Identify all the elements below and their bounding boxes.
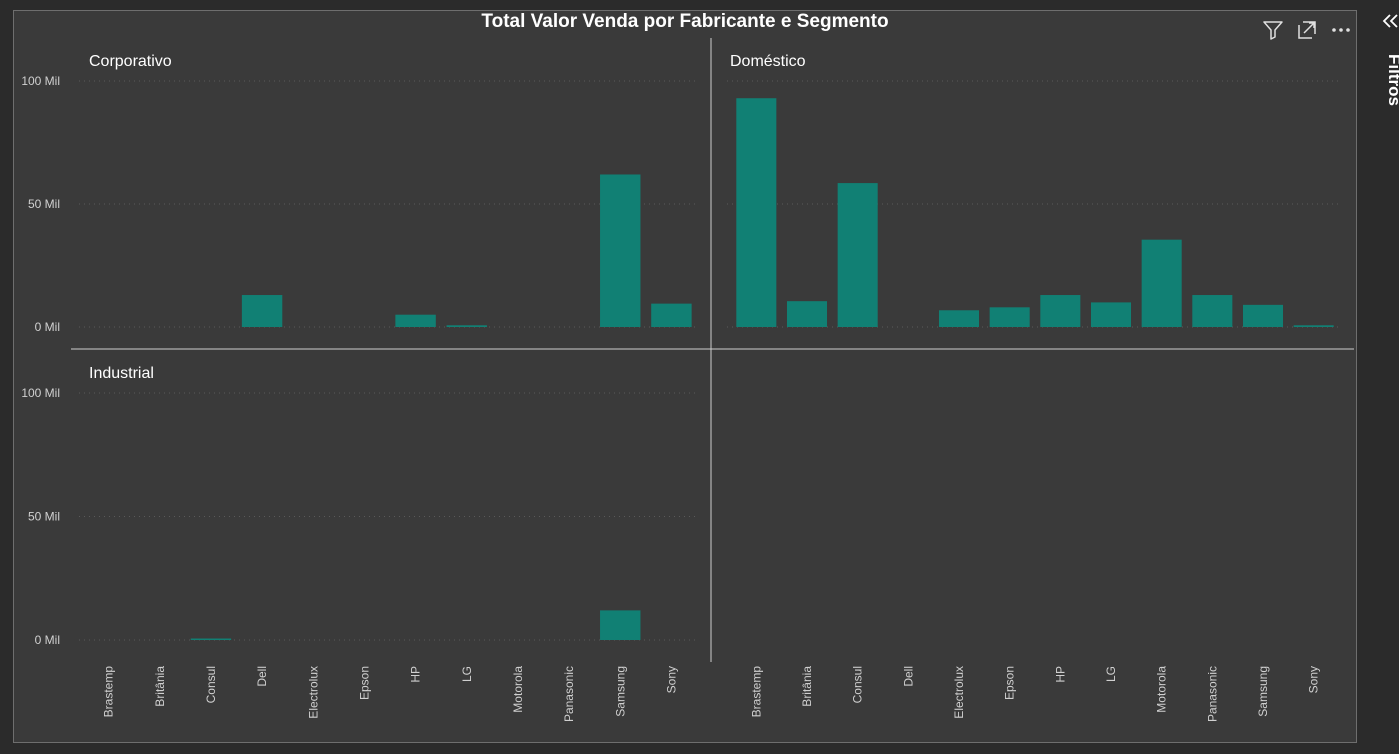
bottom-bar [0, 743, 1399, 754]
bar-doméstico-9 [1192, 295, 1233, 327]
filters-pane-label[interactable]: Filtros [1385, 54, 1399, 106]
filter-icon[interactable] [1262, 19, 1284, 41]
y-tick-label: 50 Mil [28, 197, 60, 211]
panel-title: Industrial [89, 365, 154, 382]
y-tick-label: 50 Mil [28, 510, 60, 524]
x-tick-label: Panasonic [562, 666, 576, 722]
y-tick-label: 0 Mil [35, 633, 60, 647]
y-tick-label: 100 Mil [21, 74, 60, 88]
x-tick-label: Consul [204, 666, 218, 703]
x-tick-label: Consul [851, 666, 865, 703]
bar-corporativo-10 [600, 174, 641, 327]
bar-doméstico-5 [989, 307, 1030, 327]
bar-corporativo-6 [395, 314, 436, 327]
bar-doméstico-6 [1040, 295, 1081, 327]
bar-doméstico-10 [1242, 304, 1284, 327]
x-tick-label: Sony [1307, 666, 1321, 693]
bar-doméstico-7 [1090, 302, 1132, 327]
bar-industrial-2 [190, 638, 232, 640]
bar-doméstico-4 [938, 310, 980, 327]
filters-pane[interactable] [1357, 0, 1399, 754]
bar-doméstico-2 [837, 183, 878, 327]
x-tick-label: Brastemp [102, 666, 116, 718]
y-tick-label: 100 Mil [21, 386, 60, 400]
bar-corporativo-7 [446, 325, 487, 327]
x-tick-label: HP [409, 666, 423, 683]
x-tick-label: Electrolux [306, 666, 320, 719]
bar-doméstico-11 [1293, 325, 1334, 327]
x-tick-label: Samsung [1256, 666, 1270, 717]
chart-canvas: Corporativo 0 Mil 50 Mil 100 Mil Doméstico In… [21, 38, 1354, 722]
chart-title: Total Valor Venda por Fabricante e Segme… [481, 11, 889, 32]
bar-doméstico-8 [1141, 239, 1182, 327]
x-tick-label: Britânia [153, 666, 167, 707]
bar-doméstico-1 [786, 301, 828, 327]
x-tick-label: Electrolux [952, 666, 966, 719]
x-tick-label: Samsung [613, 666, 627, 717]
collapse-chevrons-icon[interactable] [1381, 12, 1399, 30]
bar-corporativo-3 [241, 295, 283, 327]
x-tick-label: Brastemp [749, 666, 763, 718]
more-options-icon[interactable] [1330, 19, 1352, 41]
x-tick-label: Motorola [511, 666, 525, 713]
x-tick-label: HP [1053, 666, 1067, 683]
focus-mode-icon[interactable] [1296, 19, 1318, 41]
x-tick-label: Motorola [1155, 666, 1169, 713]
x-tick-label: Sony [664, 666, 678, 693]
x-tick-label: Epson [1003, 666, 1017, 700]
x-tick-label: Britânia [800, 666, 814, 707]
x-tick-label: Panasonic [1205, 666, 1219, 722]
x-tick-label: LG [1104, 666, 1118, 682]
x-tick-label: Epson [357, 666, 371, 700]
bar-industrial-10 [600, 610, 641, 640]
panel-title: Corporativo [89, 53, 172, 70]
panel-title: Doméstico [730, 53, 806, 70]
x-tick-label: LG [460, 666, 474, 682]
bar-doméstico-0 [736, 98, 777, 327]
bar-corporativo-11 [651, 303, 692, 327]
x-tick-label: Dell [901, 666, 915, 687]
chart-visual[interactable]: Total Valor Venda por Fabricante e Segme… [13, 10, 1357, 743]
y-tick-label: 0 Mil [35, 320, 60, 334]
x-tick-label: Dell [255, 666, 269, 687]
